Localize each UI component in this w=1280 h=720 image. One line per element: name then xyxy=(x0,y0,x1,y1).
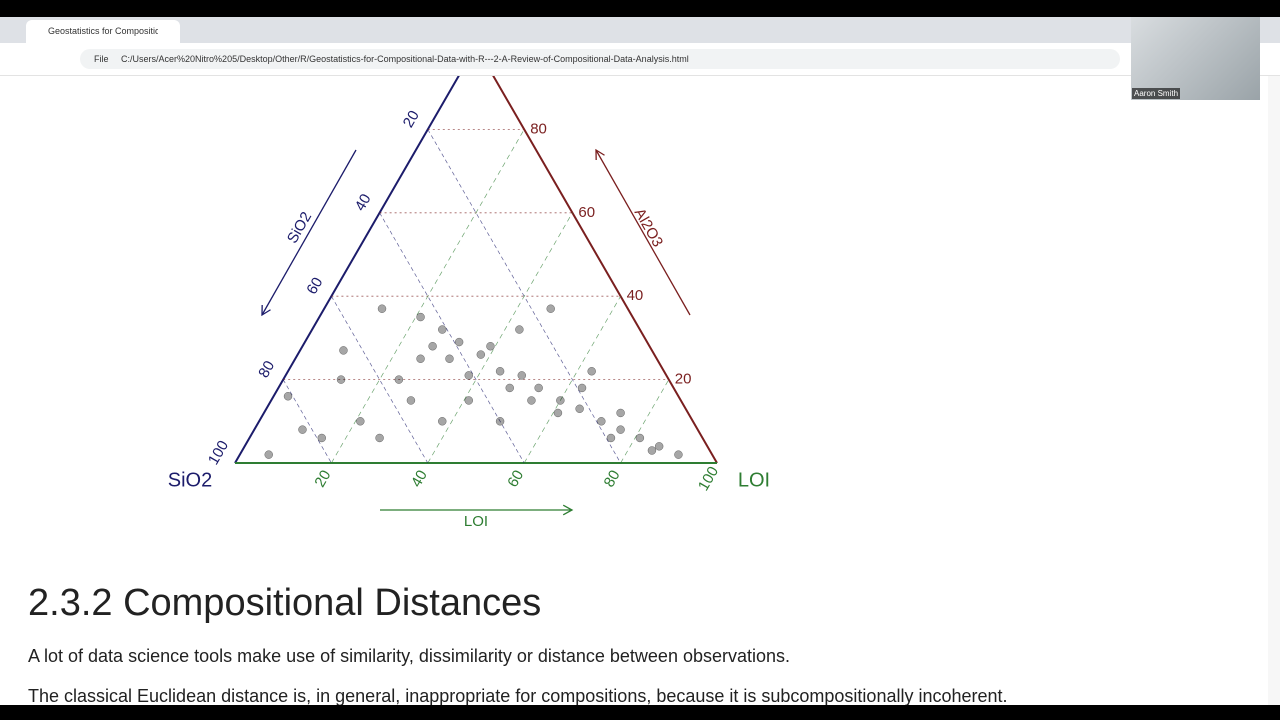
point xyxy=(438,325,447,334)
tick-label: 40 xyxy=(352,191,375,214)
point xyxy=(428,341,437,351)
point xyxy=(464,371,474,380)
point xyxy=(616,425,625,434)
paragraph: The classical Euclidean distance is, in … xyxy=(28,686,1008,705)
grid-line xyxy=(379,212,525,464)
point xyxy=(486,341,495,351)
point xyxy=(356,417,365,426)
vertex-label: SiO2 xyxy=(168,469,212,491)
grid-line xyxy=(331,129,525,464)
heading: 2.3.2 Compositional Distances xyxy=(28,582,542,624)
point xyxy=(339,346,348,355)
point xyxy=(647,446,657,455)
point xyxy=(505,383,514,393)
url: C:/Users/Acer%20Nitro%205/Desktop/Other/… xyxy=(121,54,689,64)
tick-label: 100 xyxy=(205,438,232,468)
point xyxy=(495,367,505,376)
axis-arrow xyxy=(261,149,357,316)
arrow-head xyxy=(562,504,574,516)
point xyxy=(375,433,384,443)
point xyxy=(597,417,606,426)
paragraph: A lot of data science tools make use of … xyxy=(28,646,791,666)
webcam: Aaron Smith xyxy=(1131,17,1260,100)
point xyxy=(515,325,524,334)
point xyxy=(416,354,425,363)
url-field[interactable]: File C:/Users/Acer%20Nitro%205/Desktop/O… xyxy=(80,49,1120,69)
axis-label: Al2O3 xyxy=(631,205,667,250)
edge xyxy=(492,76,718,464)
content: 20 40 60 80 100 20 40 60 80 20 40 60 80 100 SiO2 LOI SiO… xyxy=(0,76,1268,705)
tick-label: 20 xyxy=(311,467,334,490)
tab-title: Geostatistics for Compositional xyxy=(48,26,158,36)
point xyxy=(438,417,447,426)
webcam-name: Aaron Smith xyxy=(1132,88,1181,99)
point xyxy=(264,450,273,459)
vertex-label: LOI xyxy=(738,469,770,491)
point xyxy=(635,433,645,443)
point xyxy=(517,371,527,380)
bottom-bar xyxy=(0,705,1280,720)
point xyxy=(377,304,387,313)
point xyxy=(495,417,505,426)
point xyxy=(577,383,587,393)
point xyxy=(454,337,464,347)
axis-arrow xyxy=(595,149,691,316)
point xyxy=(416,312,425,322)
tick-label: 20 xyxy=(400,108,423,131)
point xyxy=(527,396,536,405)
grid-line xyxy=(620,379,670,464)
axis-label: SiO2 xyxy=(284,209,315,246)
point xyxy=(534,383,543,393)
file-label: File xyxy=(94,54,109,64)
tick-label: 20 xyxy=(675,371,692,388)
point xyxy=(616,408,625,418)
grid-line xyxy=(427,212,573,464)
tick-label: 40 xyxy=(408,467,431,490)
point xyxy=(283,392,293,401)
tick-label: 80 xyxy=(255,358,278,381)
tick-label: 60 xyxy=(504,467,527,490)
grid-line xyxy=(282,379,332,464)
tab-strip: Geostatistics for Compositional xyxy=(0,17,1280,43)
point xyxy=(553,408,563,418)
point xyxy=(445,354,454,363)
arrow-head xyxy=(595,148,605,161)
scrollbar[interactable] xyxy=(1268,76,1280,705)
point xyxy=(336,375,346,384)
point xyxy=(406,396,416,405)
tick-label: 80 xyxy=(530,120,547,137)
tick-label: 100 xyxy=(695,464,722,494)
tick-label: 60 xyxy=(303,274,326,297)
arrow-head xyxy=(261,304,271,317)
point xyxy=(317,433,327,443)
point xyxy=(476,350,486,359)
point xyxy=(606,433,616,443)
tick-label: 40 xyxy=(627,287,644,304)
edge xyxy=(234,76,460,464)
axis-label: LOI xyxy=(464,513,488,530)
point xyxy=(674,450,683,459)
tick-label: 60 xyxy=(578,204,595,221)
point xyxy=(654,442,664,451)
point xyxy=(556,396,565,405)
address-bar: File C:/Users/Acer%20Nitro%205/Desktop/O… xyxy=(0,43,1280,76)
tick-label: 80 xyxy=(601,467,624,490)
top-bar xyxy=(0,0,1280,17)
point xyxy=(464,396,474,405)
point xyxy=(394,375,404,384)
tab[interactable]: Geostatistics for Compositional xyxy=(26,20,180,43)
point xyxy=(546,304,555,313)
point xyxy=(587,367,596,376)
point xyxy=(575,404,584,414)
point xyxy=(298,425,307,434)
